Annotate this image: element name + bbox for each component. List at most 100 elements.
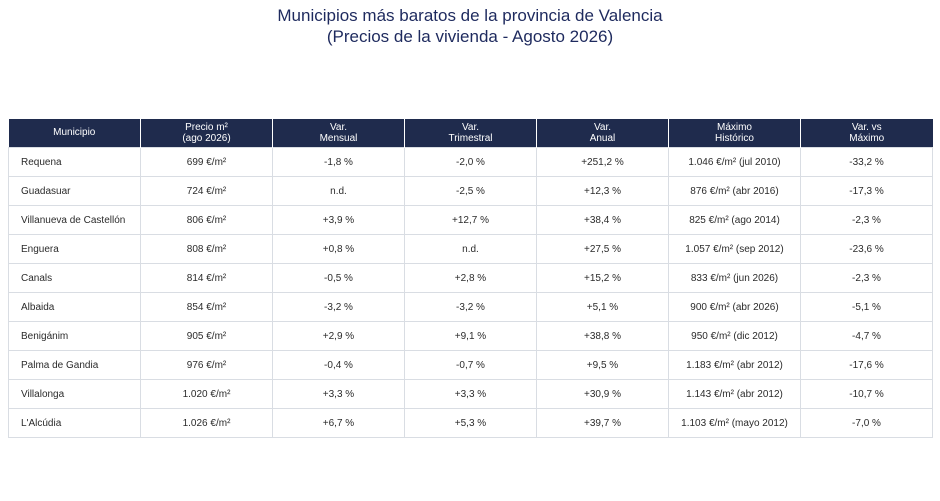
cell-trimestral: -0,7 % xyxy=(404,350,537,380)
table-row: Albaida 854 €/m² -3,2 % -3,2 % +5,1 % 900 €/m… xyxy=(8,292,933,322)
column-header-precio: Precio m² (ago 2026) xyxy=(140,119,273,148)
column-header-line: (ago 2026) xyxy=(182,133,231,144)
table-row: Villalonga 1.020 €/m² +3,3 % +3,3 % +30,9 % 1… xyxy=(8,379,933,409)
cell-mensual: +2,9 % xyxy=(272,321,405,351)
cell-mensual: -0,4 % xyxy=(272,350,405,380)
cell-mensual: +3,3 % xyxy=(272,379,405,409)
column-header-var-trimestral: Var. Trimestral xyxy=(404,119,537,148)
cell-municipio: Canals xyxy=(8,263,141,293)
cell-maximo: 1.143 €/m² (abr 2012) xyxy=(668,379,801,409)
cell-maximo: 876 €/m² (abr 2016) xyxy=(668,176,801,206)
column-header-maximo-historico: Máximo Histórico xyxy=(668,119,801,148)
cell-precio: 806 €/m² xyxy=(140,205,273,235)
page-title: Municipios más baratos de la provincia d… xyxy=(0,5,940,47)
cell-precio: 724 €/m² xyxy=(140,176,273,206)
column-header-line: Var. vs xyxy=(851,121,882,133)
cell-anual: +251,2 % xyxy=(536,147,669,177)
cell-mensual: -3,2 % xyxy=(272,292,405,322)
column-header-line: Var. xyxy=(461,121,480,133)
title-line-1: Municipios más baratos de la provincia d… xyxy=(277,6,663,25)
table-row: Requena 699 €/m² -1,8 % -2,0 % +251,2 % 1.046… xyxy=(8,147,933,177)
cell-vs-maximo: -5,1 % xyxy=(800,292,933,322)
table-header: Municipio Precio m² (ago 2026) Var. Mensual V… xyxy=(8,119,933,148)
cell-trimestral: n.d. xyxy=(404,234,537,264)
column-header-var-mensual: Var. Mensual xyxy=(272,119,405,148)
cell-mensual: n.d. xyxy=(272,176,405,206)
cell-maximo: 1.046 €/m² (jul 2010) xyxy=(668,147,801,177)
table-row: Guadasuar 724 €/m² n.d. -2,5 % +12,3 % 876 €/… xyxy=(8,176,933,206)
cell-maximo: 825 €/m² (ago 2014) xyxy=(668,205,801,235)
table-row: Canals 814 €/m² -0,5 % +2,8 % +15,2 % 833 €/m… xyxy=(8,263,933,293)
price-table: Municipio Precio m² (ago 2026) Var. Mensual V… xyxy=(8,119,933,438)
cell-trimestral: -2,5 % xyxy=(404,176,537,206)
cell-trimestral: -3,2 % xyxy=(404,292,537,322)
cell-vs-maximo: -17,6 % xyxy=(800,350,933,380)
cell-anual: +39,7 % xyxy=(536,408,669,438)
cell-anual: +30,9 % xyxy=(536,379,669,409)
cell-vs-maximo: -33,2 % xyxy=(800,147,933,177)
cell-precio: 905 €/m² xyxy=(140,321,273,351)
cell-vs-maximo: -4,7 % xyxy=(800,321,933,351)
cell-precio: 808 €/m² xyxy=(140,234,273,264)
cell-mensual: +0,8 % xyxy=(272,234,405,264)
cell-precio: 1.026 €/m² xyxy=(140,408,273,438)
cell-trimestral: +5,3 % xyxy=(404,408,537,438)
header-row: Municipio Precio m² (ago 2026) Var. Mensual V… xyxy=(8,119,933,148)
cell-trimestral: +2,8 % xyxy=(404,263,537,293)
cell-municipio: Requena xyxy=(8,147,141,177)
cell-vs-maximo: -7,0 % xyxy=(800,408,933,438)
cell-vs-maximo: -17,3 % xyxy=(800,176,933,206)
cell-maximo: 1.183 €/m² (abr 2012) xyxy=(668,350,801,380)
column-header-line: Precio m² xyxy=(185,121,228,133)
cell-mensual: -0,5 % xyxy=(272,263,405,293)
cell-municipio: Villalonga xyxy=(8,379,141,409)
cell-trimestral: +9,1 % xyxy=(404,321,537,351)
column-header-line: Trimestral xyxy=(448,133,493,144)
cell-trimestral: -2,0 % xyxy=(404,147,537,177)
cell-maximo: 1.057 €/m² (sep 2012) xyxy=(668,234,801,264)
title-line-2: (Precios de la vivienda - Agosto 2026) xyxy=(326,27,614,46)
cell-precio: 1.020 €/m² xyxy=(140,379,273,409)
cell-vs-maximo: -2,3 % xyxy=(800,263,933,293)
cell-precio: 976 €/m² xyxy=(140,350,273,380)
column-header-municipio: Municipio xyxy=(8,119,141,148)
cell-precio: 699 €/m² xyxy=(140,147,273,177)
table-row: Enguera 808 €/m² +0,8 % n.d. +27,5 % 1.057 €/… xyxy=(8,234,933,264)
cell-mensual: +6,7 % xyxy=(272,408,405,438)
cell-trimestral: +12,7 % xyxy=(404,205,537,235)
cell-mensual: +3,9 % xyxy=(272,205,405,235)
cell-anual: +9,5 % xyxy=(536,350,669,380)
cell-municipio: Guadasuar xyxy=(8,176,141,206)
cell-municipio: Villanueva de Castellón xyxy=(8,205,141,235)
table-body: Requena 699 €/m² -1,8 % -2,0 % +251,2 % 1.046… xyxy=(8,147,933,438)
cell-maximo: 950 €/m² (dic 2012) xyxy=(668,321,801,351)
cell-maximo: 900 €/m² (abr 2026) xyxy=(668,292,801,322)
table-row: L'Alcúdia 1.026 €/m² +6,7 % +5,3 % +39,7 % 1.… xyxy=(8,408,933,438)
cell-municipio: Palma de Gandia xyxy=(8,350,141,380)
column-header-line: Var. xyxy=(593,121,612,133)
cell-anual: +15,2 % xyxy=(536,263,669,293)
column-header-line: Anual xyxy=(589,133,616,144)
table-row: Palma de Gandia 976 €/m² -0,4 % -0,7 % +9,5 … xyxy=(8,350,933,380)
column-header-line: Máximo xyxy=(716,121,752,133)
column-header-var-vs-maximo: Var. vs Máximo xyxy=(800,119,933,148)
cell-municipio: Benigánim xyxy=(8,321,141,351)
column-header-line: Mensual xyxy=(319,133,358,144)
cell-anual: +27,5 % xyxy=(536,234,669,264)
cell-anual: +38,4 % xyxy=(536,205,669,235)
cell-trimestral: +3,3 % xyxy=(404,379,537,409)
column-header-line: Municipio xyxy=(53,127,96,139)
table-row: Benigánim 905 €/m² +2,9 % +9,1 % +38,8 % 950 … xyxy=(8,321,933,351)
cell-anual: +12,3 % xyxy=(536,176,669,206)
column-header-line: Var. xyxy=(329,121,348,133)
cell-precio: 814 €/m² xyxy=(140,263,273,293)
cell-precio: 854 €/m² xyxy=(140,292,273,322)
cell-maximo: 833 €/m² (jun 2026) xyxy=(668,263,801,293)
cell-anual: +38,8 % xyxy=(536,321,669,351)
cell-municipio: L'Alcúdia xyxy=(8,408,141,438)
cell-maximo: 1.103 €/m² (mayo 2012) xyxy=(668,408,801,438)
cell-municipio: Enguera xyxy=(8,234,141,264)
table-row: Villanueva de Castellón 806 €/m² +3,9 % +12… xyxy=(8,205,933,235)
cell-vs-maximo: -10,7 % xyxy=(800,379,933,409)
column-header-var-anual: Var. Anual xyxy=(536,119,669,148)
